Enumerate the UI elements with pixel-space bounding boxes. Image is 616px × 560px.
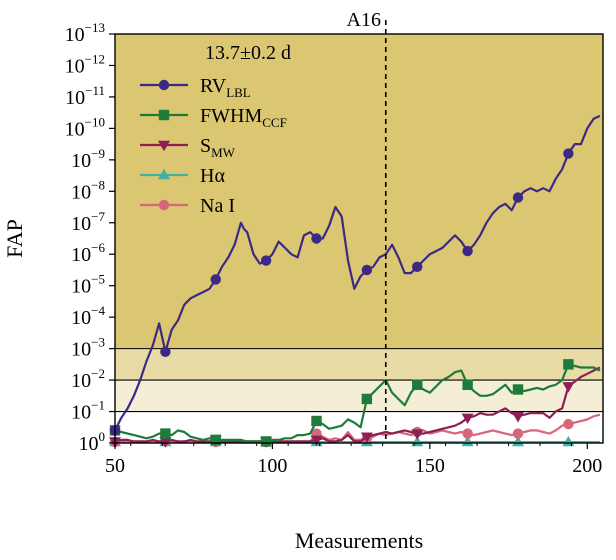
fap-band-1 xyxy=(115,348,603,381)
legend-label-0: RVLBL xyxy=(200,75,251,100)
legend-marker-0 xyxy=(158,79,170,91)
series-0 xyxy=(109,114,601,436)
series-2-marker-9 xyxy=(562,382,575,393)
series-0-marker-2 xyxy=(210,274,221,285)
y-tick-label-9: 10−9 xyxy=(71,146,105,172)
vline-layer: A16 xyxy=(347,9,387,443)
series-1-marker-3 xyxy=(260,436,272,447)
legend-label-2: SMW xyxy=(200,135,236,160)
series-0-marker-5 xyxy=(361,264,373,276)
series-0-marker-9 xyxy=(563,148,574,159)
series-1-marker-9 xyxy=(563,359,574,370)
series-0-marker-4 xyxy=(311,233,322,244)
y-tick-label-7: 10−7 xyxy=(71,209,105,235)
legend-label-3: Hα xyxy=(200,165,225,187)
legend-marker-3 xyxy=(158,168,170,180)
fap-band-2 xyxy=(115,380,603,412)
y-axis-ticks: 100 10−1 10−2 10−3 10−4 10−5 10−6 10−7 10−8 10−9 1… xyxy=(65,20,115,455)
series-0-marker-6 xyxy=(412,261,423,273)
y-tick-label-12: 10−12 xyxy=(65,51,105,77)
series-1-marker-1 xyxy=(160,428,171,439)
y-tick-label-13: 10−13 xyxy=(65,20,105,46)
x-axis-ticks: 50 100 150 200 xyxy=(105,443,602,477)
series-0-marker-1 xyxy=(160,346,171,357)
series-1-marker-8 xyxy=(512,384,524,395)
x-tick-label-2: 150 xyxy=(415,455,445,477)
series-1-marker-2 xyxy=(210,434,221,446)
series-4-marker-7 xyxy=(462,428,473,439)
y-tick-label-8: 10−8 xyxy=(71,177,105,203)
legend-title: 13.7±0.2 d xyxy=(205,42,291,64)
series-line-4 xyxy=(114,413,601,444)
y-tick-label-4: 10−4 xyxy=(71,303,105,329)
series-2-marker-6 xyxy=(411,429,424,440)
series-1-marker-5 xyxy=(361,393,373,405)
y-tick-label-3: 10−3 xyxy=(71,335,105,361)
fap-threshold-lines xyxy=(115,348,603,413)
y-tick-label-5: 10−5 xyxy=(71,272,105,298)
series-4-marker-8 xyxy=(512,428,524,439)
series-1-marker-6 xyxy=(412,379,423,390)
y-tick-label-11: 10−11 xyxy=(65,83,105,109)
series-1-marker-7 xyxy=(462,379,473,390)
x-tick-label-0: 50 xyxy=(105,455,125,477)
y-tick-label-2: 10−2 xyxy=(71,366,105,392)
x-tick-label-3: 200 xyxy=(572,455,602,477)
y-tick-label-10: 10−10 xyxy=(65,114,105,140)
y-tick-label-6: 10−6 xyxy=(71,240,105,266)
series-0-marker-3 xyxy=(260,255,272,266)
legend-marker-1 xyxy=(158,109,170,121)
legend-label-4: Na I xyxy=(200,195,235,217)
series-0-marker-8 xyxy=(512,192,524,203)
series-1-marker-4 xyxy=(311,415,322,427)
series-0-marker-7 xyxy=(462,245,473,257)
y-tick-label-1: 10−1 xyxy=(71,398,105,424)
series-2-marker-5 xyxy=(360,432,373,443)
x-tick-label-1: 100 xyxy=(257,455,287,477)
y-axis-label: FAP xyxy=(2,219,27,258)
series-2-marker-4 xyxy=(310,435,323,447)
series-2-marker-8 xyxy=(511,412,524,423)
series-4-marker-9 xyxy=(563,418,574,430)
legend: 13.7±0.2 d RVLBL FWHMCCF SMW Hα Na I xyxy=(140,42,291,217)
legend-label-1: FWHMCCF xyxy=(200,105,287,130)
plot-frame xyxy=(114,33,604,444)
x-axis-label: Measurements xyxy=(295,528,423,553)
legend-marker-2 xyxy=(158,140,170,152)
a16-label: A16 xyxy=(347,9,381,31)
y-tick-label-0: 100 xyxy=(79,429,106,455)
series-2-marker-7 xyxy=(461,413,474,425)
fap-bands xyxy=(115,34,603,412)
legend-marker-4 xyxy=(158,199,170,211)
